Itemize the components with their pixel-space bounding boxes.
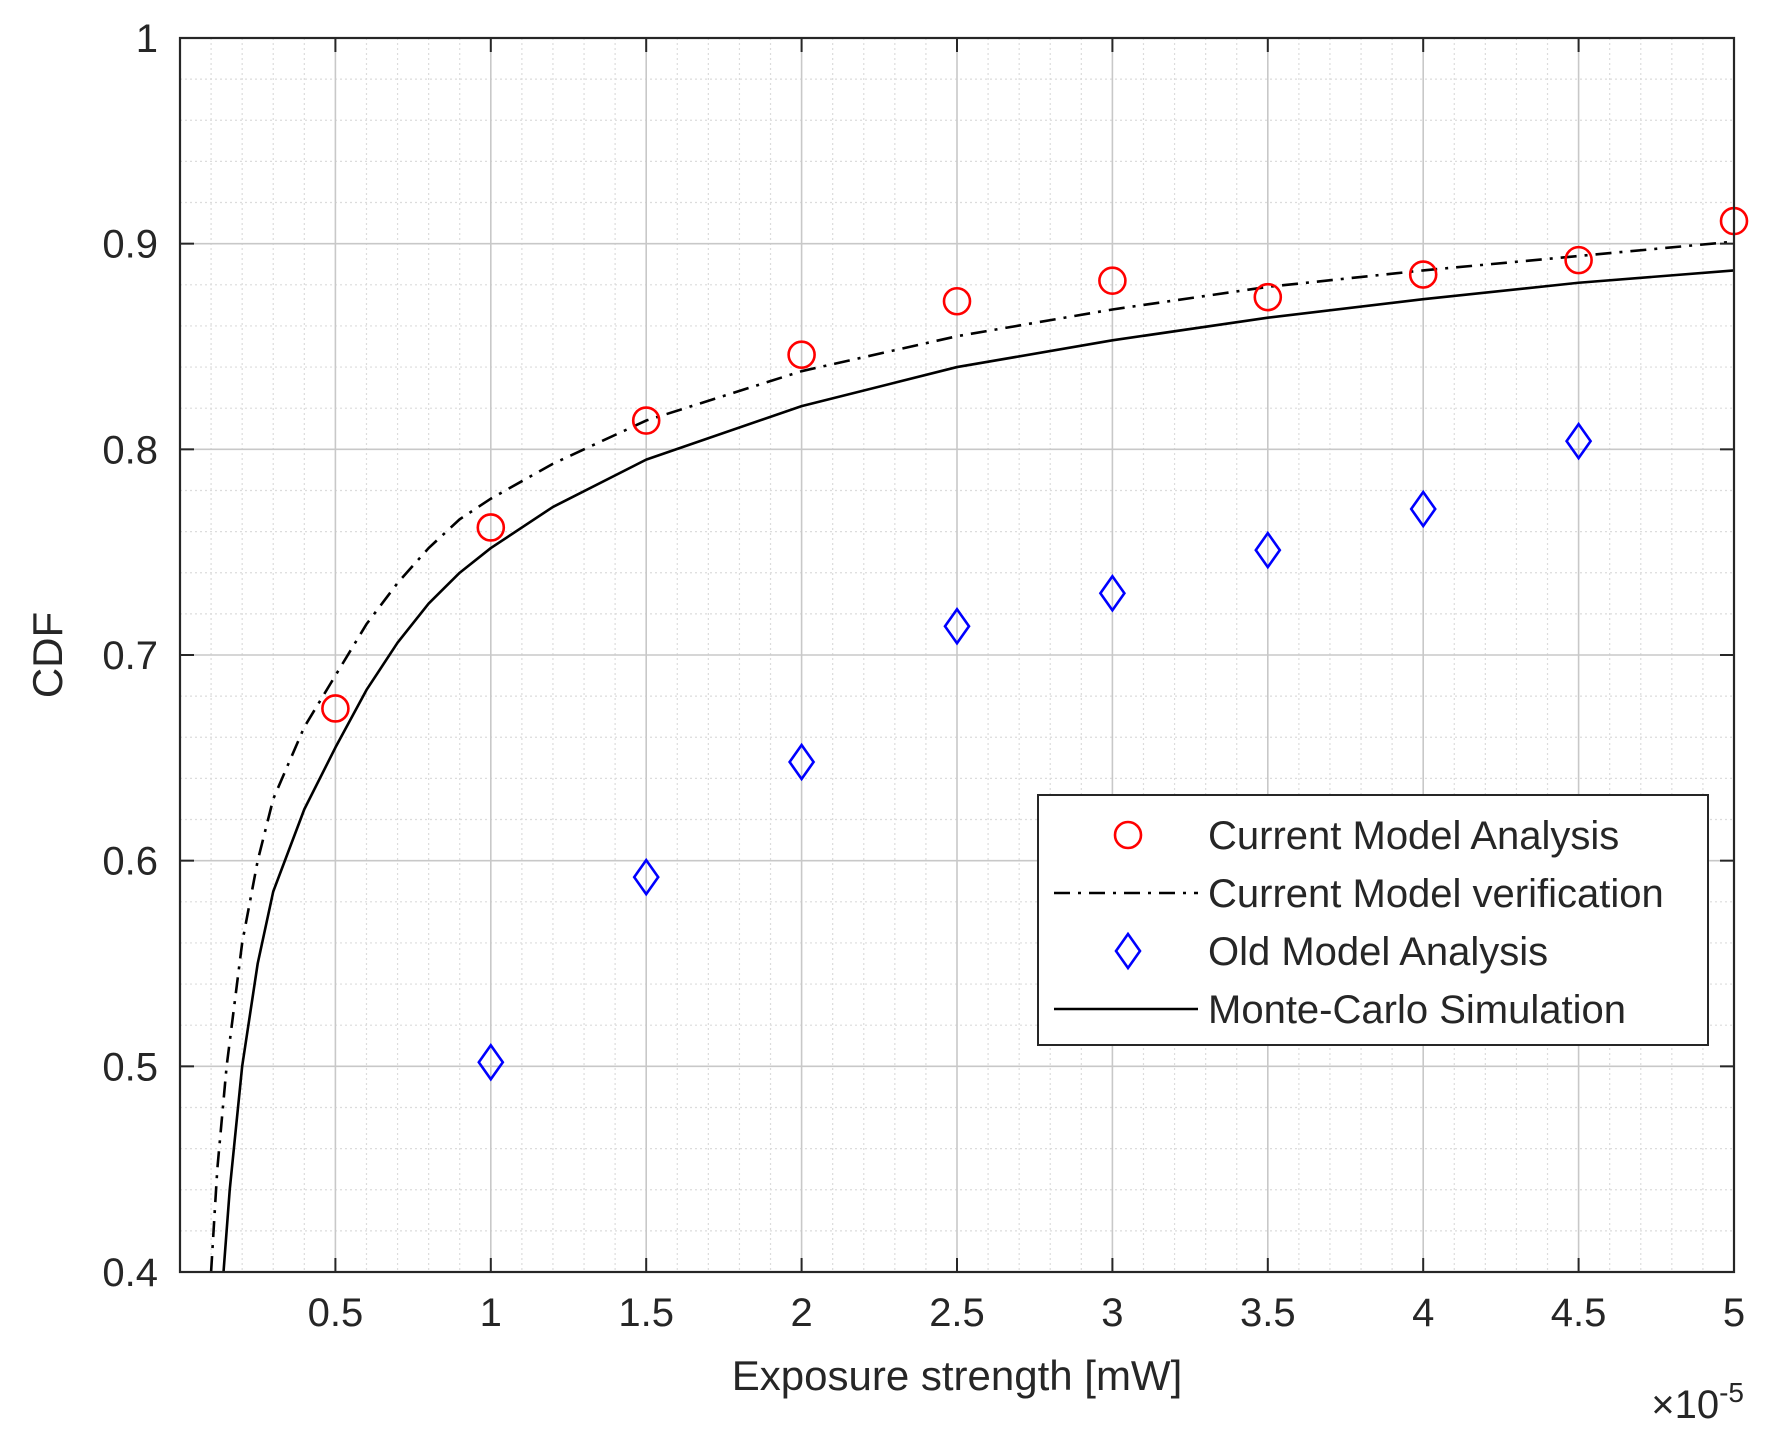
x-exponent-base: ×10 xyxy=(1651,1383,1719,1427)
x-tick-label: 2 xyxy=(790,1291,812,1335)
data-point-circle xyxy=(1564,245,1593,275)
legend-label: Current Model Analysis xyxy=(1208,814,1619,858)
legend: Current Model Analysis Current Model veri… xyxy=(1037,794,1709,1046)
y-tick-label: 0.6 xyxy=(102,840,158,884)
series-old-model-analysis xyxy=(477,421,1593,1082)
data-point-circle xyxy=(321,694,350,723)
data-point-circle xyxy=(1098,266,1127,295)
x-tick-label: 2.5 xyxy=(929,1291,985,1335)
legend-marker-circle xyxy=(1113,820,1143,850)
legend-entry: Old Model Analysis xyxy=(1114,930,1548,974)
legend-marker-diamond xyxy=(1114,931,1142,971)
x-exponent-power: -5 xyxy=(1719,1377,1744,1408)
legend-box xyxy=(1037,794,1709,1046)
legend-label: Old Model Analysis xyxy=(1208,930,1548,974)
x-tick-label: 5 xyxy=(1723,1291,1745,1335)
series-line xyxy=(222,269,1735,1273)
y-tick-label: 0.7 xyxy=(102,634,158,678)
data-point-diamond xyxy=(477,1042,505,1082)
x-axis-title: Exposure strength [mW] xyxy=(732,1352,1183,1399)
x-tick-label: 1.5 xyxy=(618,1291,674,1335)
data-point-circle xyxy=(476,513,506,542)
y-tick-label: 1 xyxy=(136,17,158,61)
y-tick-label: 0.5 xyxy=(102,1045,158,1089)
y-tick-label: 0.8 xyxy=(102,428,158,472)
data-point-circle xyxy=(631,406,661,435)
data-point-diamond xyxy=(1254,530,1282,570)
series-line xyxy=(209,240,1735,1273)
series-current-model-verification xyxy=(209,240,1735,1273)
x-tick-label: 1 xyxy=(480,1291,502,1335)
x-tick-label: 0.5 xyxy=(308,1291,364,1335)
data-point-diamond xyxy=(1409,489,1437,529)
x-tick-label: 3.5 xyxy=(1240,1291,1296,1335)
data-point-circle xyxy=(787,340,816,370)
legend-entry: Current Model Analysis xyxy=(1113,814,1619,858)
data-point-diamond xyxy=(788,742,816,782)
x-tick-label: 4 xyxy=(1412,1291,1434,1335)
y-tick-label: 0.9 xyxy=(102,223,158,267)
data-point-diamond xyxy=(1565,421,1593,461)
data-point-diamond xyxy=(943,606,971,646)
x-tick-label: 4.5 xyxy=(1551,1291,1607,1335)
data-point-diamond xyxy=(632,857,660,897)
data-point-circle xyxy=(942,286,972,316)
legend-label: Current Model verification xyxy=(1208,872,1664,916)
legend-label: Monte-Carlo Simulation xyxy=(1208,988,1626,1032)
grid xyxy=(180,37,1735,1273)
legend-entry: Monte-Carlo Simulation xyxy=(1054,988,1626,1032)
data-point-circle xyxy=(1408,260,1438,289)
series-monte-carlo-simulation xyxy=(222,269,1735,1273)
x-axis-exponent: ×10-5 xyxy=(1651,1377,1744,1427)
axis-ticks: 0.5 1 1.5 2 2.5 3 3.5 4 4.5 5 0.4 0.5 0.6 0.7 0.8 0.9 1 xyxy=(102,17,1745,1335)
y-tick-label: 0.4 xyxy=(102,1251,158,1295)
legend-entry: Current Model verification xyxy=(1054,872,1664,916)
data-point-circle xyxy=(1253,282,1283,312)
y-axis-title: CDF xyxy=(24,612,71,698)
data-point-diamond xyxy=(1098,574,1126,613)
x-tick-label: 3 xyxy=(1101,1291,1123,1335)
